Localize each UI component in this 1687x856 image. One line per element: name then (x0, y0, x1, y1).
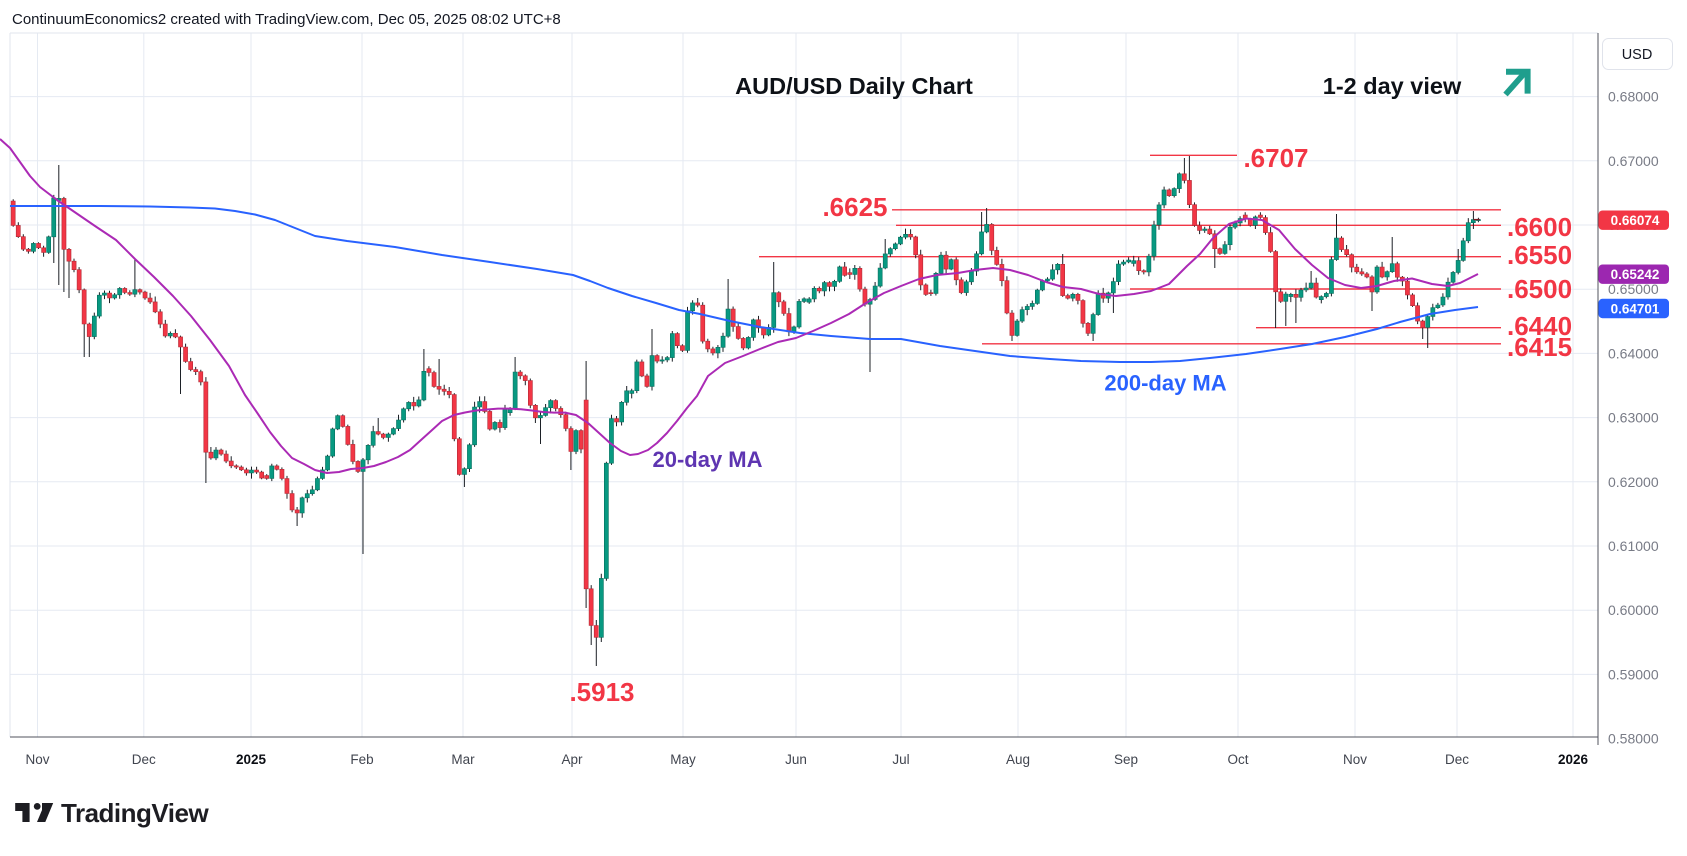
svg-text:0.58000: 0.58000 (1608, 731, 1659, 747)
svg-text:Sep: Sep (1114, 752, 1138, 767)
svg-text:Mar: Mar (451, 752, 475, 767)
svg-text:Oct: Oct (1227, 752, 1248, 767)
svg-text:1-2 day view: 1-2 day view (1323, 73, 1462, 99)
svg-text:0.59000: 0.59000 (1608, 666, 1659, 682)
svg-text:.5913: .5913 (569, 677, 634, 707)
svg-text:Feb: Feb (350, 752, 373, 767)
svg-text:0.65000: 0.65000 (1608, 281, 1659, 297)
svg-text:0.68000: 0.68000 (1608, 89, 1659, 105)
svg-text:Jul: Jul (892, 752, 909, 767)
svg-text:0.62000: 0.62000 (1608, 474, 1659, 490)
svg-text:.6500: .6500 (1507, 274, 1572, 304)
svg-text:Aug: Aug (1006, 752, 1030, 767)
svg-text:2025: 2025 (236, 752, 267, 767)
svg-text:0.64701: 0.64701 (1611, 301, 1660, 316)
svg-text:.6440: .6440 (1507, 311, 1572, 341)
svg-text:AUD/USD Daily Chart: AUD/USD Daily Chart (735, 73, 973, 99)
svg-text:200-day MA: 200-day MA (1104, 371, 1226, 396)
svg-text:TradingView: TradingView (61, 798, 209, 828)
svg-text:ContinuumEconomics2 created wi: ContinuumEconomics2 created with Trading… (12, 11, 561, 28)
svg-text:.6625: .6625 (822, 192, 887, 222)
svg-text:0.64000: 0.64000 (1608, 345, 1659, 361)
svg-text:USD: USD (1622, 47, 1653, 63)
svg-text:0.65242: 0.65242 (1611, 267, 1660, 282)
svg-text:Dec: Dec (132, 752, 156, 767)
svg-text:.6550: .6550 (1507, 240, 1572, 270)
svg-text:Jun: Jun (785, 752, 807, 767)
svg-text:Dec: Dec (1445, 752, 1469, 767)
svg-text:.6600: .6600 (1507, 212, 1572, 242)
svg-text:0.66074: 0.66074 (1611, 213, 1660, 228)
svg-text:Nov: Nov (1343, 752, 1367, 767)
svg-text:May: May (670, 752, 696, 767)
svg-text:Apr: Apr (561, 752, 583, 767)
svg-text:.6415: .6415 (1507, 332, 1572, 362)
svg-text:0.63000: 0.63000 (1608, 410, 1659, 426)
svg-text:Nov: Nov (25, 752, 49, 767)
svg-text:0.67000: 0.67000 (1608, 153, 1659, 169)
svg-text:0.61000: 0.61000 (1608, 538, 1659, 554)
svg-text:20-day MA: 20-day MA (652, 447, 762, 472)
svg-text:2026: 2026 (1558, 752, 1589, 767)
svg-text:0.60000: 0.60000 (1608, 602, 1659, 618)
svg-text:.6707: .6707 (1243, 143, 1308, 173)
